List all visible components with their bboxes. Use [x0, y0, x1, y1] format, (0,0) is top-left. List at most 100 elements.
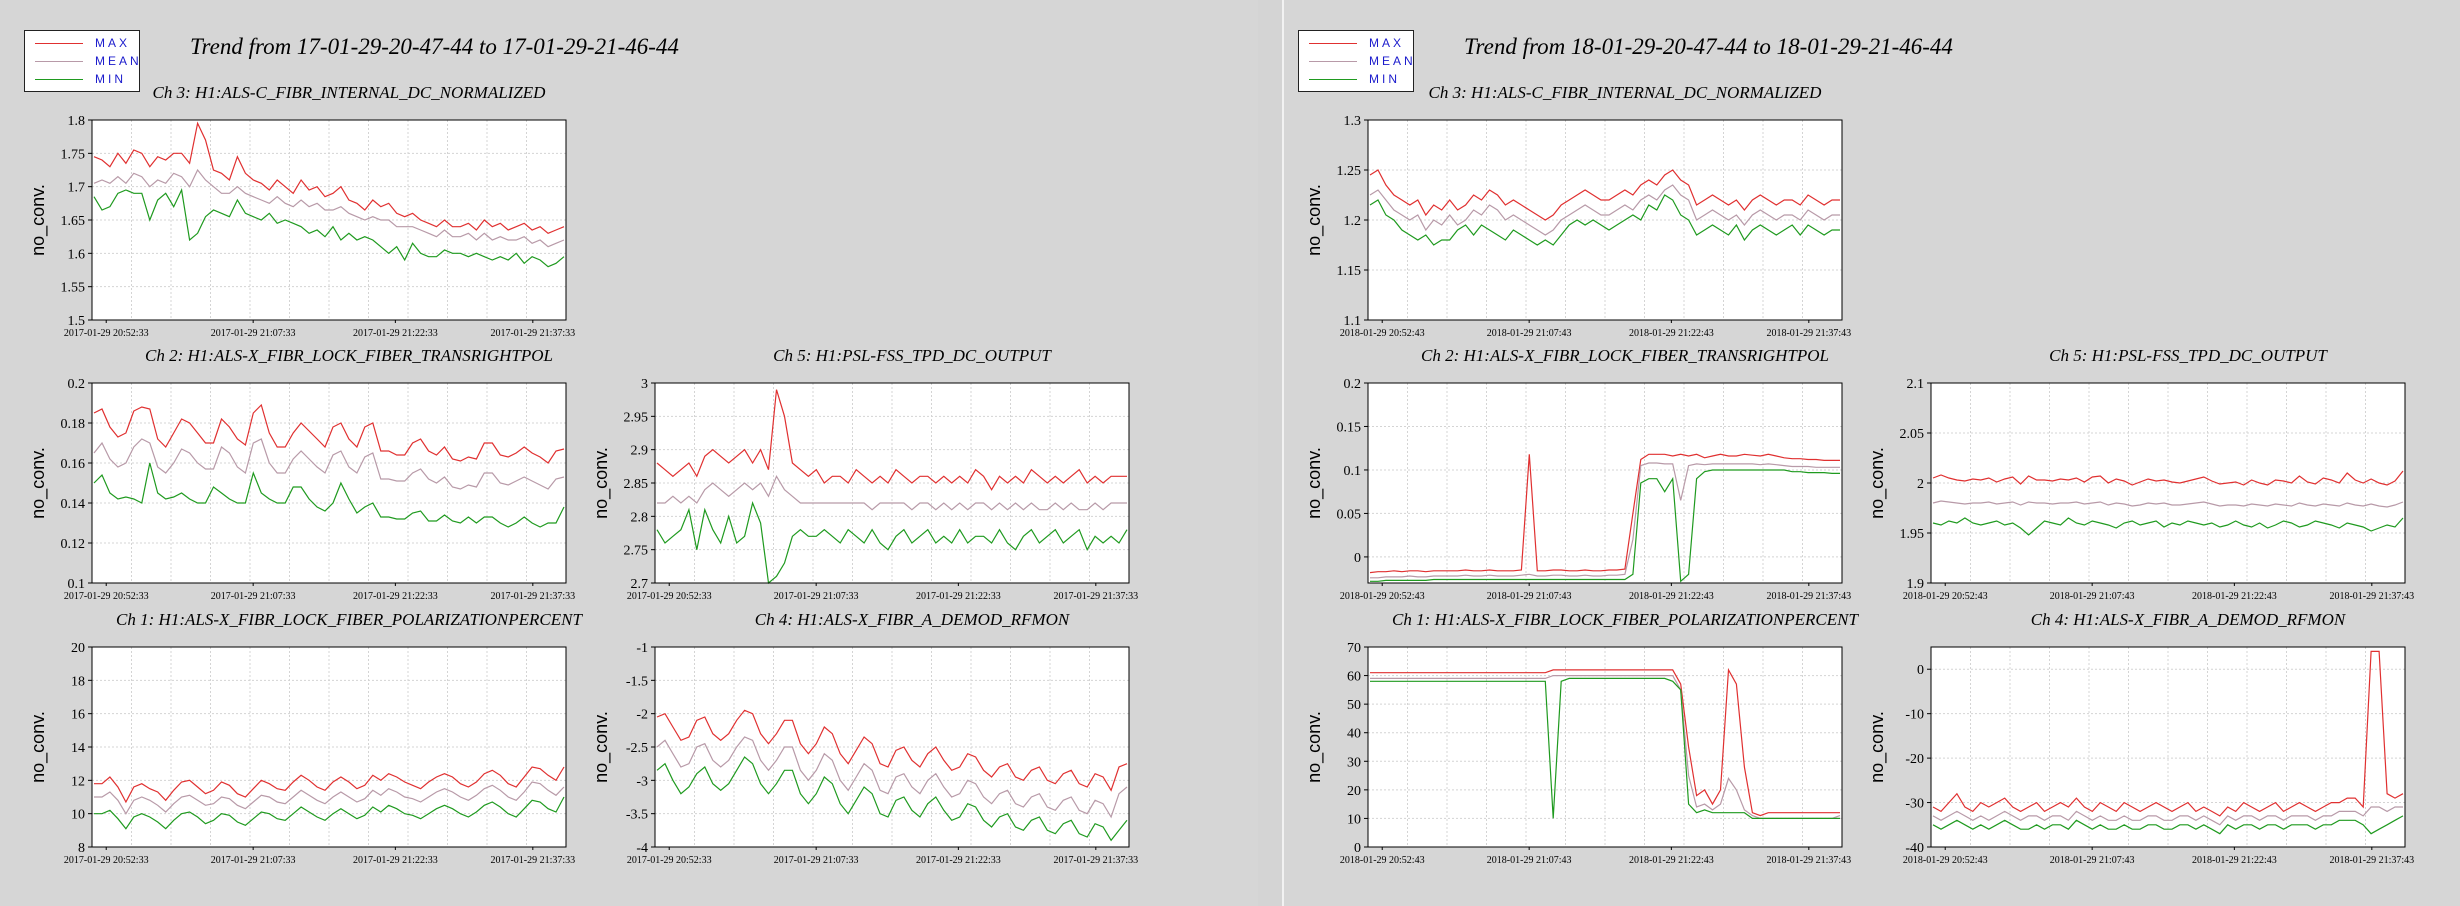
series-line-min: [1370, 469, 1840, 583]
y-tick-label: 0.16: [61, 457, 86, 472]
legend-swatch-min: [1309, 79, 1357, 80]
x-tick-label: 2017-01-29 21:37:33: [1053, 855, 1138, 866]
y-tick-label: 0.12: [61, 537, 86, 552]
plot-frame: [1367, 646, 1843, 848]
y-axis-label: no_conv.: [1304, 447, 1325, 519]
legend-label-min: MIN: [95, 72, 126, 86]
chart-9: 0 10 20 30 40 50 60 70 2018-01-29 20:52:43 2018-0…: [1304, 610, 1859, 866]
plot-frame: [1367, 119, 1843, 321]
series-line-max: [93, 403, 565, 464]
y-tick-label: 10: [1347, 812, 1361, 827]
legend-label-max: MAX: [95, 36, 131, 50]
y-tick-label: 2.05: [1900, 427, 1925, 442]
y-tick-label: 40: [1347, 727, 1361, 742]
chart-8: 1.9 1.95 2 2.05 2.1 2018-01-29 20:52:43 2018-0…: [1867, 346, 2414, 602]
x-tick-label: 2018-01-29 21:37:43: [1766, 855, 1851, 866]
y-tick-label: 1.3: [1344, 114, 1362, 129]
chart-title: Ch 3: H1:ALS-C_FIBR_INTERNAL_DC_NORMALIZ…: [1429, 83, 1823, 102]
y-tick-label: -40: [1905, 841, 1924, 856]
x-tick-label: 2017-01-29 21:07:33: [774, 855, 859, 866]
series-line-min: [94, 796, 565, 830]
y-tick-label: 1.6: [68, 247, 86, 262]
legend-panel-1: MAX MEAN MIN: [24, 30, 140, 92]
x-tick-label: 2018-01-29 20:52:43: [1903, 855, 1988, 866]
y-tick-label: 2.95: [624, 410, 649, 425]
y-tick-label: 2.1: [1907, 377, 1925, 392]
chart-title: Ch 5: H1:PSL-FSS_TPD_DC_OUTPUT: [2049, 346, 2328, 365]
chart-title: Ch 1: H1:ALS-X_FIBR_LOCK_FIBER_POLARIZAT…: [116, 610, 583, 629]
x-tick-label: 2017-01-29 21:22:33: [916, 855, 1001, 866]
x-tick-label: 2017-01-29 21:37:33: [490, 855, 575, 866]
series-line-max: [93, 121, 565, 234]
plot-frame: [91, 119, 567, 321]
trend-title-panel-1: Trend from 17-01-29-20-47-44 to 17-01-29…: [190, 34, 679, 59]
y-axis-label: no_conv.: [28, 447, 49, 519]
series-line-min: [656, 756, 1128, 842]
y-tick-label: -3: [636, 774, 648, 789]
x-tick-label: 2018-01-29 21:37:43: [2329, 591, 2414, 602]
y-tick-label: 2.8: [631, 510, 649, 525]
y-tick-label: 0.2: [68, 377, 86, 392]
series-line-mean: [1369, 184, 1840, 236]
plot-frame: [1930, 382, 2406, 584]
y-tick-label: 1.55: [61, 281, 86, 296]
series-line-max: [1932, 650, 2404, 817]
trend-title-panel-2: Trend from 18-01-29-20-47-44 to 18-01-29…: [1464, 34, 1953, 59]
y-tick-label: 0.05: [1337, 507, 1362, 522]
chart-2: 0.1 0.12 0.14 0.16 0.18 0.2 2017-01-29 20:52:3…: [28, 346, 575, 602]
y-tick-label: 1.8: [68, 114, 86, 129]
series-line-max: [1369, 453, 1840, 574]
y-tick-label: -1: [636, 641, 648, 656]
legend-swatch-max: [35, 43, 83, 44]
x-tick-label: 2018-01-29 21:22:43: [1629, 591, 1714, 602]
y-axis-label: no_conv.: [1867, 447, 1888, 519]
chart-3: 2.7 2.75 2.8 2.85 2.9 2.95 3 2017-01-29 20:52:3…: [591, 346, 1138, 602]
y-axis-label: no_conv.: [1304, 711, 1325, 783]
series-line-mean: [1932, 500, 2404, 508]
x-tick-label: 2018-01-29 21:22:43: [1629, 855, 1714, 866]
x-tick-label: 2018-01-29 21:07:43: [2050, 591, 2135, 602]
chart-1: 1.5 1.55 1.6 1.65 1.7 1.75 1.8 2017-01-29 20:52…: [28, 83, 575, 339]
x-tick-label: 2017-01-29 20:52:33: [64, 591, 149, 602]
y-tick-label: -20: [1905, 752, 1924, 767]
chart-title: Ch 2: H1:ALS-X_FIBR_LOCK_FIBER_TRANSRIGH…: [145, 346, 553, 365]
chart-title: Ch 4: H1:ALS-X_FIBR_A_DEMOD_RFMON: [2031, 610, 2347, 629]
y-tick-label: 70: [1347, 641, 1361, 656]
y-tick-label: 1.1: [1344, 314, 1362, 329]
series-line-min: [656, 501, 1128, 585]
series-line-mean: [1370, 462, 1840, 579]
y-tick-label: -30: [1905, 797, 1924, 812]
y-axis-label: no_conv.: [1867, 711, 1888, 783]
legend-panel-2: MAX MEAN MIN: [1298, 30, 1414, 92]
series-line-max: [1370, 667, 1840, 817]
chart-7: 0 0.05 0.1 0.15 0.2 2018-01-29 20:52:43 2018-0…: [1304, 346, 1851, 602]
y-tick-label: 2.85: [624, 477, 649, 492]
y-tick-label: 0.1: [68, 577, 86, 592]
chart-6: 1.1 1.15 1.2 1.25 1.3 2018-01-29 20:52:43 2018…: [1304, 83, 1851, 339]
y-tick-label: 50: [1347, 698, 1361, 713]
y-tick-label: 1.75: [61, 147, 86, 162]
y-tick-label: 0.2: [1344, 377, 1362, 392]
legend-label-max: MAX: [1369, 36, 1405, 50]
y-tick-label: 1.7: [68, 181, 86, 196]
series-line-max: [656, 709, 1128, 792]
x-tick-label: 2018-01-29 20:52:43: [1340, 328, 1425, 339]
y-tick-label: 0.15: [1337, 420, 1362, 435]
chart-title: Ch 2: H1:ALS-X_FIBR_LOCK_FIBER_TRANSRIGH…: [1421, 346, 1829, 365]
series-line-mean: [656, 736, 1128, 819]
x-tick-label: 2017-01-29 20:52:33: [64, 328, 149, 339]
x-tick-label: 2017-01-29 21:37:33: [490, 591, 575, 602]
plot-frame: [1367, 382, 1843, 584]
y-tick-label: 20: [1347, 784, 1361, 799]
x-tick-label: 2018-01-29 21:07:43: [1487, 328, 1572, 339]
chart-title: Ch 5: H1:PSL-FSS_TPD_DC_OUTPUT: [773, 346, 1052, 365]
x-tick-label: 2017-01-29 21:07:33: [774, 591, 859, 602]
y-tick-label: 1.15: [1337, 264, 1362, 279]
y-tick-label: 2.75: [624, 544, 649, 559]
x-tick-label: 2017-01-29 21:07:33: [211, 591, 296, 602]
y-tick-label: 8: [78, 841, 85, 856]
x-tick-label: 2017-01-29 20:52:33: [64, 855, 149, 866]
x-tick-label: 2018-01-29 21:37:43: [2329, 855, 2414, 866]
y-tick-label: 30: [1347, 755, 1361, 770]
y-tick-label: -10: [1905, 708, 1924, 723]
